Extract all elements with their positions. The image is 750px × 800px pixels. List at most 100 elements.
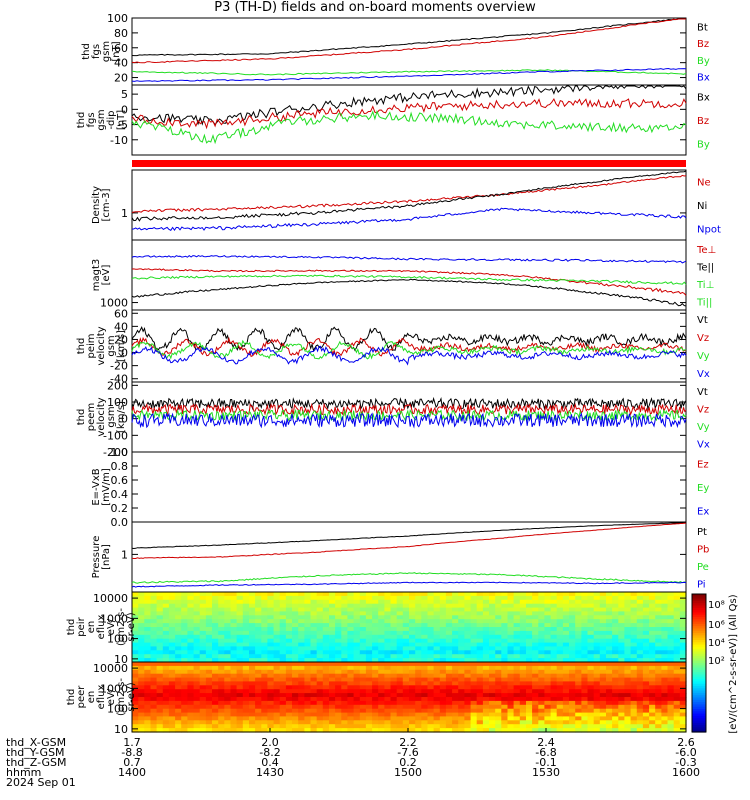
spectrogram-cell — [365, 716, 373, 721]
spectrogram-cell — [310, 677, 318, 683]
spectrogram-cell — [470, 592, 478, 597]
spectrogram-cell — [396, 599, 404, 605]
spectrogram-cell — [433, 623, 441, 628]
spectrogram-cell — [212, 595, 219, 601]
spectrogram-cell — [458, 704, 465, 710]
spectrogram-cell — [427, 712, 435, 718]
spectrogram-cell — [162, 638, 170, 644]
spectrogram-cell — [242, 665, 250, 671]
spectrogram-cell — [187, 599, 195, 605]
spectrogram-cell — [267, 627, 275, 632]
spectrogram-cell — [279, 689, 287, 694]
spectrogram-cell — [273, 700, 281, 706]
spectrogram-cell — [402, 708, 410, 714]
spectrogram-cell — [507, 642, 515, 648]
spectrogram-cell — [526, 704, 533, 710]
spectrogram-cell — [464, 634, 472, 640]
spectrogram-cell — [224, 728, 232, 733]
spectrogram-cell — [199, 623, 207, 628]
spectrogram-cell — [144, 689, 152, 694]
spectrogram-cell — [175, 697, 182, 702]
spectrogram-cell — [304, 619, 312, 624]
spectrogram-cell — [168, 689, 176, 694]
spectrogram-cell — [199, 697, 207, 702]
spectrogram-cell — [322, 677, 330, 683]
spectrogram-cell — [464, 592, 472, 597]
spectrogram-cell — [187, 712, 195, 718]
spectrogram-cell — [464, 669, 472, 675]
spectrogram-cell — [427, 658, 435, 663]
footer-value: 1600 — [672, 766, 700, 779]
spectrogram-cell — [458, 685, 465, 690]
spectrogram-cell — [655, 720, 662, 725]
spectrogram-cell — [205, 592, 213, 597]
spectrogram-cell — [341, 720, 349, 725]
spectrogram-cell — [353, 669, 361, 675]
spectrogram-cell — [507, 650, 515, 655]
spectrogram-cell — [212, 599, 219, 605]
spectrogram-cell — [476, 720, 484, 725]
spectrogram-cell — [452, 689, 459, 694]
spectrogram-cell — [427, 603, 435, 609]
spectrogram-cell — [193, 638, 201, 644]
spectrogram-cell — [415, 595, 422, 601]
spectrogram-cell — [341, 693, 349, 698]
y-tick-label: 100 — [107, 12, 128, 25]
spectrogram-cell — [464, 697, 472, 702]
spectrogram-cell — [378, 654, 385, 659]
spectrogram-cell — [642, 665, 650, 671]
spectrogram-cell — [679, 716, 687, 721]
spectrogram-cell — [365, 677, 373, 683]
spectrogram-cell — [181, 619, 188, 624]
spectrogram-cell — [427, 607, 435, 613]
spectrogram-cell — [470, 693, 478, 698]
spectrogram-cell — [230, 704, 238, 710]
spectrogram-cell — [445, 592, 453, 597]
spectrogram-cell — [335, 708, 342, 714]
spectrogram-cell — [168, 611, 176, 616]
spectrogram-cell — [409, 599, 416, 605]
spectrogram-cell — [298, 700, 305, 706]
spectrogram-cell — [427, 677, 435, 683]
spectrogram-cell — [193, 603, 201, 609]
spectrogram-cell — [279, 693, 287, 698]
spectrogram-cell — [667, 615, 675, 620]
spectrogram-cell — [175, 634, 182, 640]
spectrogram-cell — [587, 646, 595, 651]
spectrogram-cell — [255, 665, 262, 671]
spectrogram-cell — [292, 700, 299, 706]
spectrogram-cell — [230, 619, 238, 624]
spectrogram-cell — [322, 603, 330, 609]
spectrogram-cell — [618, 611, 626, 616]
spectrogram-cell — [476, 607, 484, 613]
spectrogram-cell — [372, 607, 379, 613]
spectrogram-cell — [482, 638, 490, 644]
spectrogram-cell — [267, 650, 275, 655]
spectrogram-cell — [304, 654, 312, 659]
spectrogram-cell — [230, 611, 238, 616]
spectrogram-cell — [359, 665, 367, 671]
spectrogram-cell — [538, 607, 546, 613]
spectrogram-cell — [427, 724, 435, 729]
spectrogram-cell — [532, 630, 539, 636]
spectrogram-cell — [359, 650, 367, 655]
spectrogram-cell — [205, 693, 213, 698]
spectrogram-cell — [445, 607, 453, 613]
spectrogram-cell — [501, 669, 509, 675]
spectrogram-cell — [667, 595, 675, 601]
spectrogram-cell — [649, 693, 656, 698]
spectrogram-cell — [538, 619, 546, 624]
spectrogram-cell — [482, 669, 490, 675]
spectrogram-cell — [156, 716, 164, 721]
spectrogram-cell — [236, 654, 244, 659]
spectrogram-cell — [261, 603, 269, 609]
spectrogram-cell — [452, 708, 459, 714]
spectrogram-cell — [655, 665, 662, 671]
spectrogram-cell — [538, 662, 546, 667]
spectrogram-cell — [439, 592, 447, 597]
spectrogram-cell — [144, 681, 152, 686]
spectrogram-cell — [624, 720, 632, 725]
spectrogram-cell — [452, 720, 459, 725]
spectrogram-cell — [255, 724, 262, 729]
spectrogram-cell — [624, 724, 632, 729]
